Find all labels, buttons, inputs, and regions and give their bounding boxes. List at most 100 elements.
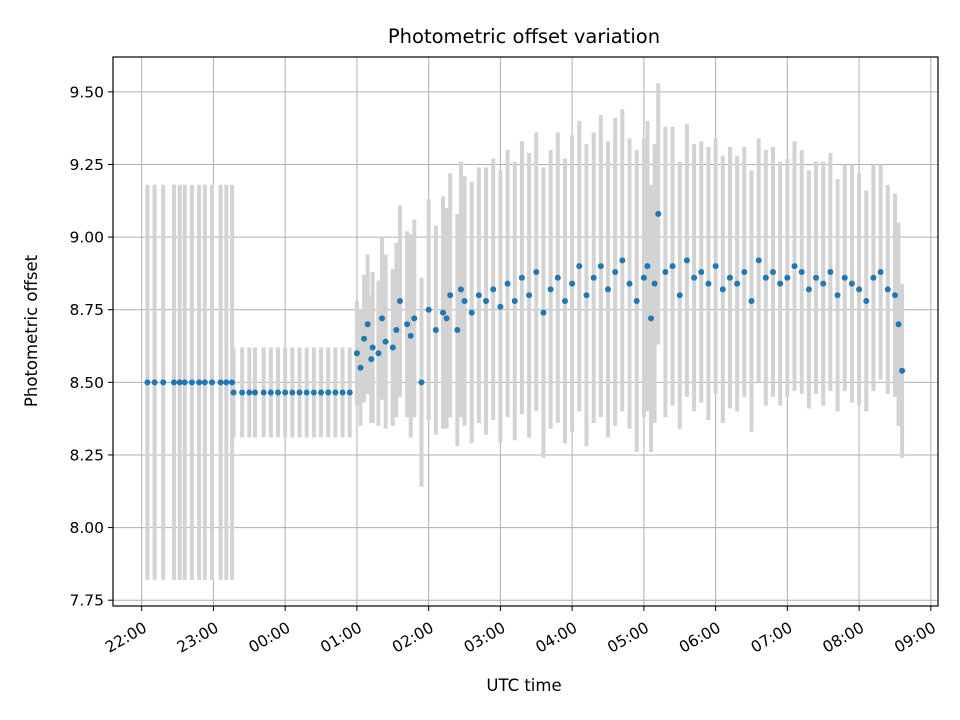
data-point (805, 286, 812, 293)
y-tick-label: 8.00 (69, 519, 104, 537)
data-point (511, 298, 518, 304)
data-point (468, 309, 475, 316)
data-point (188, 379, 195, 386)
y-axis-title: Photometric offset (22, 254, 41, 407)
y-tick-label: 8.75 (69, 301, 104, 319)
y-tick-label: 9.00 (69, 229, 104, 247)
data-point (209, 379, 215, 386)
data-point (289, 389, 296, 396)
data-point (375, 350, 382, 357)
data-point (357, 364, 364, 371)
data-point (170, 379, 177, 386)
data-point (389, 344, 396, 351)
data-point (777, 280, 784, 287)
data-point (726, 274, 733, 281)
y-tick-label: 9.25 (69, 156, 104, 174)
data-point (644, 263, 651, 270)
data-point (382, 338, 389, 345)
data-point (827, 268, 834, 275)
data-point (181, 379, 188, 386)
data-point (712, 263, 719, 270)
data-point (669, 263, 676, 270)
data-point (267, 389, 274, 396)
data-point (820, 280, 827, 287)
data-point (547, 286, 554, 293)
data-point (144, 379, 151, 386)
data-point (518, 274, 525, 281)
data-point (318, 389, 325, 396)
data-point (619, 257, 626, 264)
y-axis-ticks: 7.75 8.00 8.25 8.50 8.75 9.00 9.25 9.50 (69, 83, 113, 610)
data-point (605, 286, 611, 293)
x-axis-title: UTC time (486, 676, 561, 695)
data-point (432, 327, 439, 334)
data-point (443, 315, 450, 322)
data-point (196, 379, 203, 386)
data-point (856, 286, 863, 293)
data-point (640, 274, 647, 281)
data-point (540, 309, 547, 316)
data-point (310, 389, 317, 396)
data-point (651, 280, 658, 287)
data-point (229, 379, 236, 386)
data-point (734, 280, 741, 287)
data-point (576, 263, 583, 270)
data-point (364, 321, 371, 328)
y-tick-label: 8.50 (69, 374, 104, 392)
data-point (597, 263, 604, 270)
data-point (834, 292, 841, 299)
data-point (504, 280, 511, 287)
data-point (404, 321, 411, 328)
data-point (691, 274, 698, 281)
data-point (891, 292, 898, 299)
data-point (899, 367, 906, 374)
data-point (282, 389, 289, 396)
data-point (813, 274, 820, 281)
y-tick-label: 9.50 (69, 83, 104, 101)
data-point (461, 298, 468, 304)
data-point (339, 389, 346, 396)
y-tick-label: 7.75 (69, 592, 104, 610)
data-point (590, 274, 597, 281)
data-point (676, 292, 683, 299)
data-point (683, 257, 690, 264)
data-point (396, 298, 403, 304)
data-point (160, 379, 167, 386)
data-point (748, 298, 755, 304)
data-point (497, 303, 504, 310)
data-point (569, 280, 576, 287)
data-point (418, 379, 425, 386)
data-point (457, 286, 464, 293)
data-point (303, 389, 310, 396)
data-point (151, 379, 158, 386)
data-point (784, 274, 791, 281)
data-point (533, 268, 540, 275)
data-point (863, 298, 870, 304)
data-point (447, 292, 454, 299)
data-point (648, 315, 655, 322)
data-point (895, 321, 902, 328)
data-point (841, 274, 848, 281)
data-point (490, 286, 497, 293)
data-point (877, 268, 884, 275)
data-point (770, 268, 776, 275)
data-point (368, 356, 375, 363)
data-point (369, 344, 376, 351)
data-point (698, 268, 705, 275)
chart-title: Photometric offset variation (388, 25, 660, 48)
data-point (561, 298, 568, 304)
data-point (407, 332, 414, 339)
data-point (217, 379, 224, 386)
data-point (633, 298, 640, 304)
data-point (884, 286, 891, 293)
data-point (176, 379, 183, 386)
data-point (325, 389, 332, 396)
data-point (655, 210, 662, 217)
data-point (361, 335, 368, 342)
data-point (201, 379, 208, 386)
data-point (554, 274, 561, 281)
data-point (705, 280, 712, 287)
data-point (719, 286, 726, 293)
data-point (791, 263, 798, 270)
